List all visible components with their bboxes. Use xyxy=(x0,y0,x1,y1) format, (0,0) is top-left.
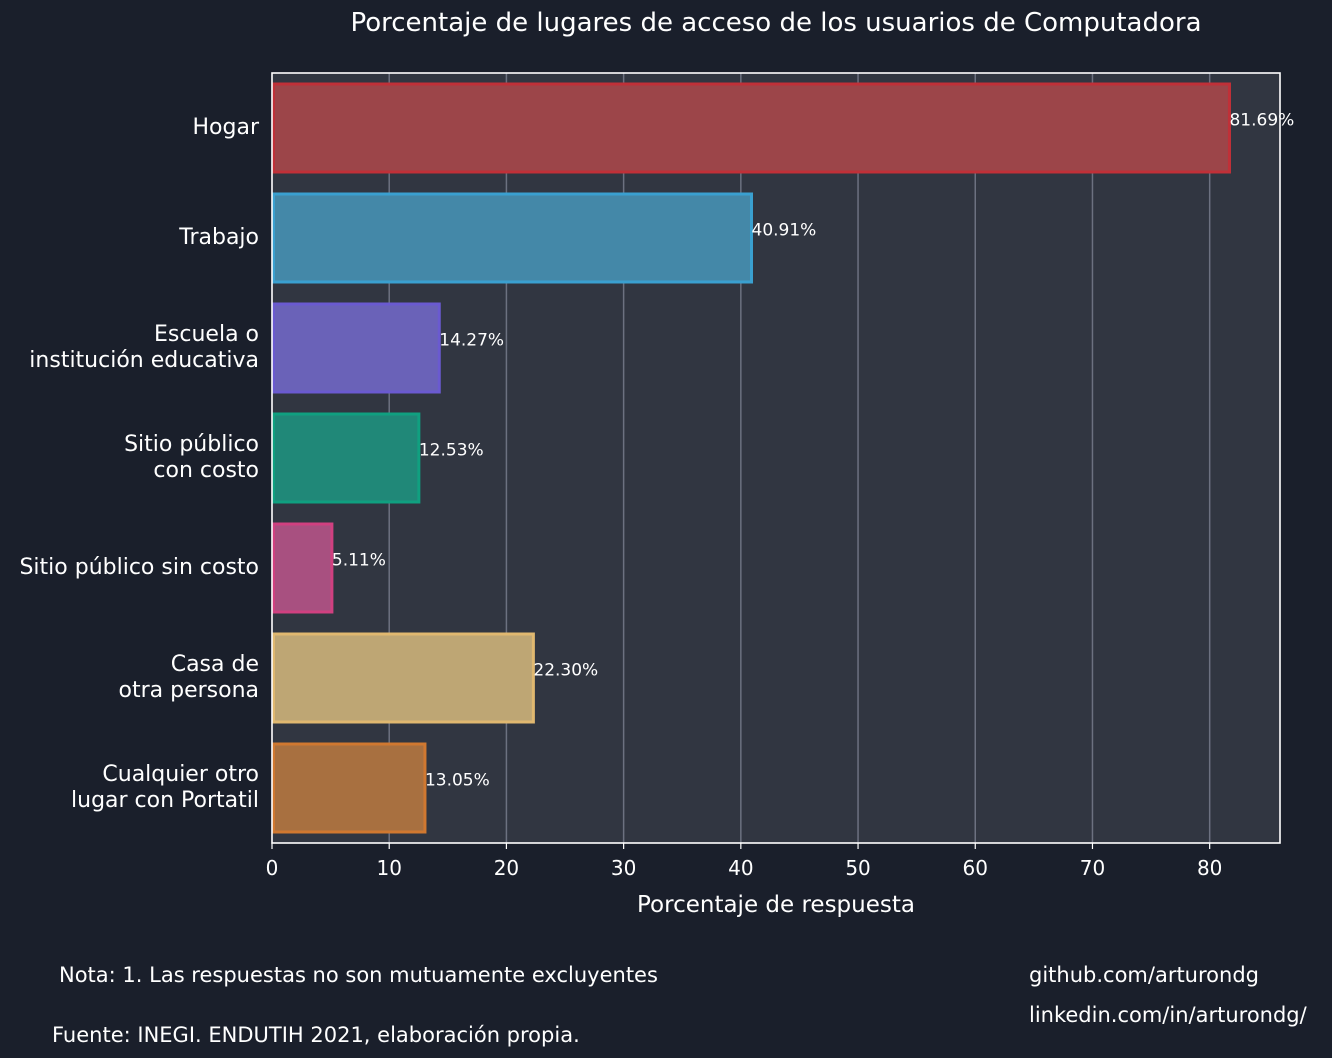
x-tick-label: 50 xyxy=(845,856,870,880)
value-labels: 81.69% 40.91% 14.27% 12.53% 5.11% 22.30% 13.05… xyxy=(332,110,1294,790)
x-tick-label: 70 xyxy=(1080,856,1105,880)
bar xyxy=(272,412,421,504)
x-tick-label: 30 xyxy=(611,856,636,880)
value-label: 40.91% xyxy=(752,220,817,240)
y-category-label: institución educativa xyxy=(29,348,259,373)
y-category-label: Escuela o xyxy=(154,322,259,347)
y-category-label: con costo xyxy=(153,458,259,483)
value-label: 81.69% xyxy=(1229,110,1294,130)
value-label: 12.53% xyxy=(419,440,484,460)
x-tick-label: 40 xyxy=(728,856,753,880)
value-label: 5.11% xyxy=(332,550,386,570)
value-label: 13.05% xyxy=(425,770,490,790)
bar xyxy=(272,522,334,614)
x-axis-ticks: 0 10 20 30 40 50 60 70 80 xyxy=(266,843,1222,880)
y-category-label: otra persona xyxy=(119,678,260,703)
y-category-label: Cualquier otro xyxy=(102,762,259,787)
y-category-label: lugar con Portatil xyxy=(71,788,259,813)
value-label: 22.30% xyxy=(533,660,598,680)
bar xyxy=(272,742,427,834)
y-category-label: Hogar xyxy=(193,115,260,140)
bar xyxy=(272,192,754,284)
bar xyxy=(272,632,535,724)
linkedin-link[interactable]: linkedin.com/in/arturondg/ xyxy=(1029,1003,1307,1027)
x-axis-label: Porcentaje de respuesta xyxy=(637,892,915,918)
x-tick-label: 20 xyxy=(494,856,519,880)
x-tick-label: 60 xyxy=(963,856,988,880)
bars-group xyxy=(272,82,1231,834)
plot-frame xyxy=(271,72,1281,844)
chart-title: Porcentaje de lugares de acceso de los u… xyxy=(350,8,1201,38)
value-label: 14.27% xyxy=(439,330,504,350)
source-text: Fuente: INEGI. ENDUTIH 2021, elaboración… xyxy=(52,1023,580,1047)
y-category-label: Trabajo xyxy=(178,225,259,250)
y-category-label: Sitio público xyxy=(124,432,259,457)
y-category-label: Sitio público sin costo xyxy=(19,555,259,580)
x-tick-label: 10 xyxy=(376,856,401,880)
x-tick-label: 80 xyxy=(1197,856,1222,880)
x-tick-label: 0 xyxy=(266,856,279,880)
note-text: Nota: 1. Las respuestas no son mutuament… xyxy=(59,963,658,987)
github-link[interactable]: github.com/arturondg xyxy=(1029,963,1259,987)
y-category-label: Casa de xyxy=(171,652,259,677)
bar xyxy=(272,82,1231,174)
bar xyxy=(272,302,441,394)
